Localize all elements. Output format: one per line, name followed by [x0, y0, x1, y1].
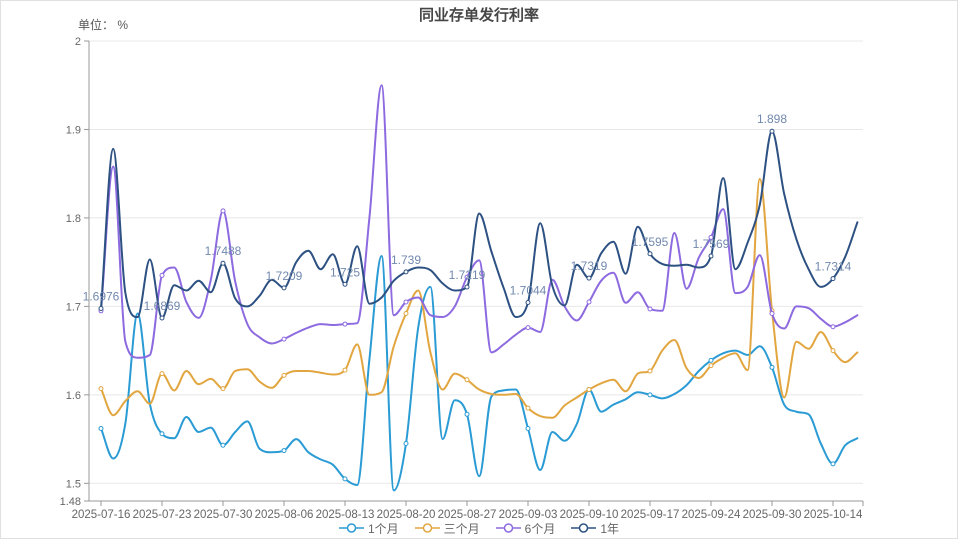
x-tick-label: 2025-08-20 — [377, 509, 436, 521]
series-line-6m[interactable] — [100, 84, 859, 359]
legend-item-3m[interactable]: 三个月 — [414, 520, 480, 537]
series-line-1y[interactable] — [100, 130, 859, 319]
chart-title: 同业存单发行利率 — [418, 7, 539, 24]
x-tick-label: 2025-07-16 — [72, 509, 131, 521]
point-label: 1.7219 — [449, 268, 486, 282]
x-tick-label: 2025-08-06 — [255, 509, 314, 521]
legend-marker-1m — [338, 523, 364, 533]
point-label: 1.7319 — [571, 259, 608, 273]
legend-item-1m[interactable]: 1个月 — [338, 520, 399, 537]
legend-label: 6个月 — [524, 521, 556, 536]
legend-label: 三个月 — [443, 521, 480, 536]
point-label: 1.6976 — [83, 290, 120, 304]
point-label: 1.7314 — [815, 260, 852, 274]
x-tick-label: 2025-07-30 — [194, 509, 253, 521]
legend-label: 1个月 — [367, 521, 399, 536]
point-label: 1.6869 — [144, 299, 181, 313]
series-points-3m — [98, 308, 836, 411]
unit-label: 单位： % — [78, 18, 129, 32]
legend-item-6m[interactable]: 6个月 — [495, 520, 556, 537]
legend-marker-1y — [571, 523, 597, 533]
x-tick-label: 2025-08-13 — [316, 509, 375, 521]
axes: 1.48 1.5 1.6 1.7 1.8 1.9 2 2025-07-16 2025-07-23… — [60, 36, 864, 521]
legend-marker-3m — [414, 523, 440, 533]
y-tick-label: 1.48 — [60, 496, 81, 508]
point-label: 1.7209 — [266, 269, 303, 283]
x-tick-label: 2025-07-23 — [133, 509, 192, 521]
point-labels: 1.6976 1.6869 1.7488 1.7209 1.725 1.739 1.7219… — [83, 112, 852, 313]
x-tick-label: 2025-09-03 — [499, 509, 558, 521]
point-label: 1.725 — [330, 265, 360, 279]
y-tick-label: 1.5 — [66, 478, 81, 490]
y-tick-label: 1.9 — [66, 124, 81, 136]
x-tick-label: 2025-10-14 — [804, 509, 863, 521]
y-tick-label: 1.7 — [66, 301, 81, 313]
point-label: 1.7569 — [693, 237, 730, 251]
point-label: 1.7488 — [205, 244, 242, 258]
legend-item-1y[interactable]: 1年 — [571, 520, 619, 537]
x-tick-label: 2025-09-17 — [621, 509, 680, 521]
point-label: 1.7044 — [510, 283, 547, 297]
y-tick-label: 1.6 — [66, 390, 81, 402]
legend: 1个月 三个月 6个月 1年 — [1, 518, 957, 538]
x-tick-label: 2025-08-27 — [438, 509, 497, 521]
legend-label: 1年 — [600, 521, 620, 536]
point-label: 1.898 — [757, 112, 787, 126]
series-points-1y — [98, 128, 836, 321]
series-line-1m[interactable] — [100, 255, 859, 492]
y-tick-label: 1.8 — [66, 213, 81, 225]
x-tick-label: 2025-09-24 — [682, 509, 741, 521]
x-tick-label: 2025-09-30 — [743, 509, 802, 521]
y-tick-label: 2 — [75, 36, 81, 48]
series-points-1m — [98, 357, 836, 482]
y-gridlines — [89, 40, 863, 484]
x-tick-label: 2025-09-10 — [560, 509, 619, 521]
point-label: 1.739 — [391, 253, 421, 267]
legend-marker-6m — [495, 523, 521, 533]
series-points-6m — [98, 208, 836, 342]
point-label: 1.7595 — [632, 235, 669, 249]
series-line-3m[interactable] — [100, 178, 859, 419]
